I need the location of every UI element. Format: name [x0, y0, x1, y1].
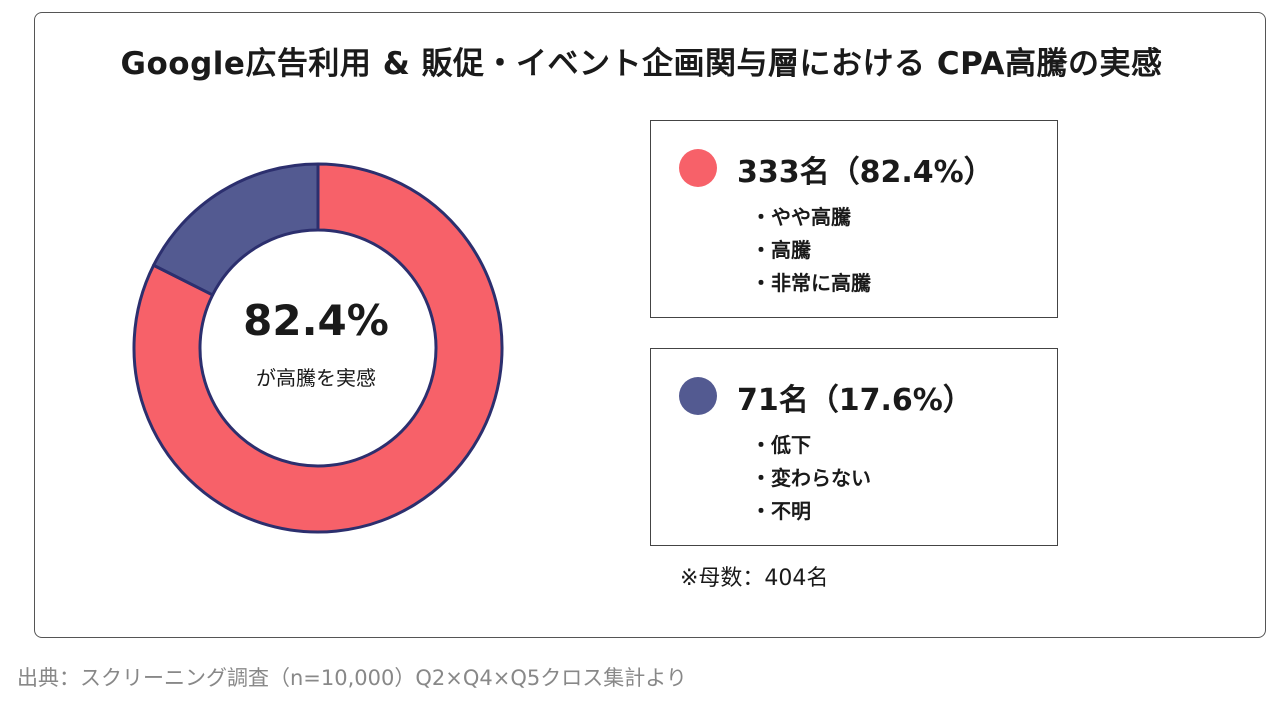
- legend-item-list: 低下 変わらない 不明: [751, 429, 871, 528]
- legend-item: 不明: [751, 495, 871, 528]
- center-value: 82.4%: [243, 296, 389, 345]
- center-caption: が高騰を実感: [256, 366, 376, 390]
- chart-frame: [34, 12, 1266, 638]
- legend-item-list: やや高騰 高騰 非常に高騰: [751, 201, 871, 300]
- legend-dot-icon: [679, 149, 717, 187]
- legend-box-other: 71名（17.6%） 低下 変わらない 不明: [650, 348, 1058, 546]
- donut-chart: [132, 162, 504, 534]
- legend-heading: 71名（17.6%）: [737, 383, 973, 418]
- source-note: 出典：スクリーニング調査（n=10,000）Q2×Q4×Q5クロス集計より: [17, 666, 687, 690]
- legend-item: やや高騰: [751, 201, 871, 234]
- legend-dot-icon: [679, 377, 717, 415]
- chart-title: Google広告利用 & 販促・イベント企画関与層における CPA高騰の実感: [120, 46, 1163, 82]
- legend-heading: 333名（82.4%）: [737, 155, 994, 190]
- legend-item: 非常に高騰: [751, 267, 871, 300]
- legend-box-increase: 333名（82.4%） やや高騰 高騰 非常に高騰: [650, 120, 1058, 318]
- legend-item: 変わらない: [751, 462, 871, 495]
- legend-item: 高騰: [751, 234, 871, 267]
- sample-size-note: ※母数：404名: [680, 566, 829, 591]
- legend-item: 低下: [751, 429, 871, 462]
- donut-slice-0: [132, 162, 504, 534]
- donut-slice-1: [152, 162, 320, 297]
